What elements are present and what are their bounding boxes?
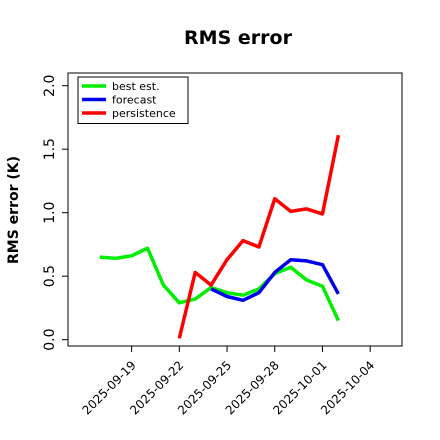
y-axis-label: RMS error (K)	[6, 156, 22, 264]
legend-label: best est.	[112, 80, 160, 93]
series-line-best-est	[99, 246, 340, 322]
plot-frame	[67, 72, 403, 347]
y-tick-label: 2.0	[42, 75, 58, 97]
y-tick-label: 0.0	[42, 329, 58, 351]
legend-label: forecast	[112, 94, 157, 107]
y-tick-label: 1.5	[42, 138, 58, 160]
y-tick-label: 1.0	[42, 202, 58, 224]
chart-title: RMS error	[184, 27, 293, 49]
legend-label: persistence	[112, 107, 176, 120]
series-line-persistence	[177, 134, 341, 339]
y-tick-label: 0.5	[42, 265, 58, 287]
series-line-forecast	[210, 257, 340, 303]
plot-area: 0.00.51.01.52.02025-09-192025-09-222025-…	[42, 75, 377, 418]
